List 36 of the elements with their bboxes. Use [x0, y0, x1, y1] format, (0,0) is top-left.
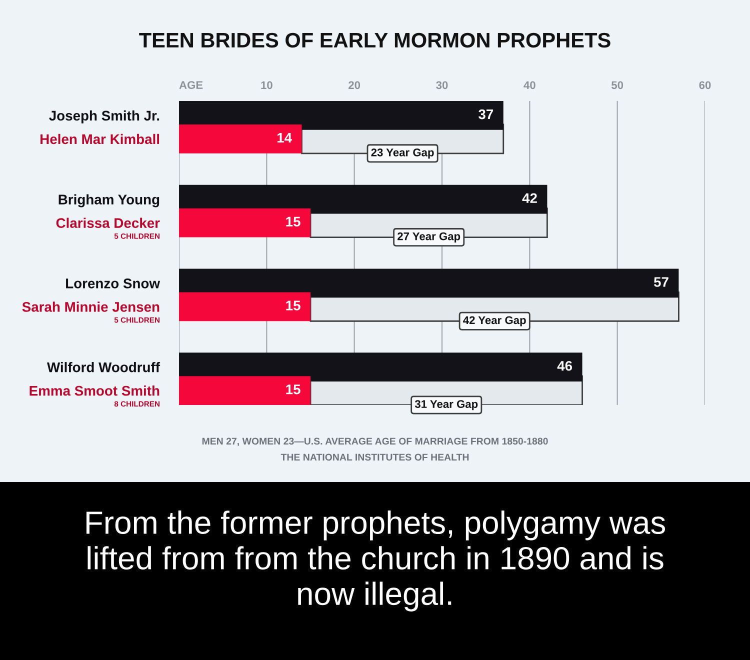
data-label: 42	[522, 193, 537, 203]
bar	[179, 101, 504, 130]
data-label: 14	[277, 132, 292, 143]
x-tick-label: 10	[261, 81, 272, 90]
text: THE NATIONAL INSTITUTES OF HEALTH	[280, 454, 469, 461]
data-label: 37	[478, 109, 494, 120]
bar	[179, 184, 548, 214]
bar	[179, 208, 310, 238]
x-tick-label: 60	[699, 81, 711, 90]
data-label: 23 Year Gap	[371, 148, 434, 159]
x-tick-label: 40	[524, 81, 536, 90]
bar	[179, 124, 302, 154]
data-label: 27 Year Gap	[398, 232, 460, 242]
x-axis-title: AGE	[179, 81, 203, 89]
data-label: 31 Year Gap	[414, 400, 478, 410]
bar	[179, 376, 310, 405]
data-label: 42 Year Gap	[463, 316, 526, 326]
data-label: 46	[557, 360, 572, 371]
y-tick-label: Lorenzo Snow	[66, 278, 160, 288]
y-tick-label: Brigham Young	[58, 194, 160, 208]
text: From the former prophets, polygamy was lifted from from the church in 1890 and is now illegal.	[86, 510, 666, 612]
y-tick-label: Helen Mar Kimball	[40, 134, 160, 144]
y-tick-label: Joseph Smith Jr.	[49, 110, 160, 124]
bar	[179, 268, 679, 298]
data-label: 57	[654, 277, 668, 287]
data-label: 15	[286, 384, 300, 394]
x-tick-label: 50	[611, 81, 624, 90]
chart-title: TEEN BRIDES OF EARLY MORMON PROPHETS	[139, 32, 610, 48]
bar	[179, 352, 582, 382]
y-tick-label: Wilford Woodruff	[47, 362, 160, 372]
text: MEN 27, WOMEN 23—U.S. AVERAGE AGE OF MARRIAGE FROM 1850-1880	[202, 438, 548, 446]
x-tick-label: 20	[348, 81, 360, 90]
data-label: 15	[286, 216, 300, 227]
data-label: 15	[286, 300, 300, 310]
bar	[179, 292, 310, 322]
x-tick-label: 30	[436, 81, 448, 90]
